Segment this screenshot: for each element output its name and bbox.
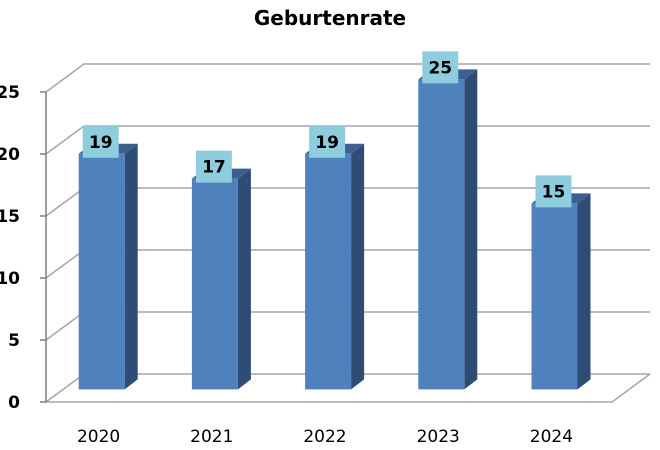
data-label-box bbox=[535, 175, 572, 208]
bar-side bbox=[124, 143, 138, 390]
y-tick-label: 20 bbox=[0, 145, 20, 165]
data-label: 25 bbox=[428, 58, 452, 78]
y-tick-label: 5 bbox=[8, 331, 20, 351]
bar-front bbox=[531, 203, 578, 390]
data-label: 17 bbox=[202, 158, 226, 178]
bar-side bbox=[351, 143, 365, 390]
bar-front bbox=[191, 178, 238, 390]
data-label: 19 bbox=[315, 133, 339, 153]
y-tick-label: 10 bbox=[0, 269, 20, 289]
x-tick-label: 2022 bbox=[303, 427, 346, 447]
y-tick-label: 15 bbox=[0, 207, 20, 227]
x-tick-label: 2020 bbox=[77, 427, 120, 447]
data-label: 15 bbox=[542, 182, 566, 202]
data-label-box bbox=[309, 125, 346, 158]
bar-side bbox=[237, 168, 251, 390]
x-axis-ticks: 2020 2021 2022 2023 2024 bbox=[77, 427, 573, 447]
bar-side bbox=[464, 69, 478, 390]
bar: 17 bbox=[191, 150, 251, 390]
bar: 15 bbox=[531, 175, 591, 390]
data-label: 19 bbox=[89, 133, 113, 153]
bar-side bbox=[577, 193, 591, 390]
y-axis-ticks: 0 5 10 15 20 25 bbox=[0, 83, 20, 413]
x-tick-label: 2021 bbox=[190, 427, 233, 447]
bar-front bbox=[418, 79, 465, 390]
bar: 19 bbox=[305, 125, 365, 390]
x-tick-label: 2024 bbox=[530, 427, 573, 447]
bar: 19 bbox=[78, 125, 138, 390]
data-label-box bbox=[195, 150, 232, 183]
chart-title: Geburtenrate bbox=[254, 6, 406, 30]
y-tick-label: 25 bbox=[0, 83, 20, 103]
floor-edge bbox=[46, 373, 651, 403]
x-tick-label: 2023 bbox=[417, 427, 460, 447]
data-label-box bbox=[422, 51, 459, 84]
bar: 25 bbox=[418, 51, 478, 390]
y-tick-label: 0 bbox=[8, 393, 20, 413]
gridline bbox=[45, 63, 650, 93]
bar-series: 19 17 19 25 15 bbox=[78, 51, 591, 390]
bar-front bbox=[78, 153, 125, 390]
data-label-box bbox=[82, 125, 119, 158]
chart-axes bbox=[40, 91, 651, 403]
bar-front bbox=[305, 153, 352, 390]
